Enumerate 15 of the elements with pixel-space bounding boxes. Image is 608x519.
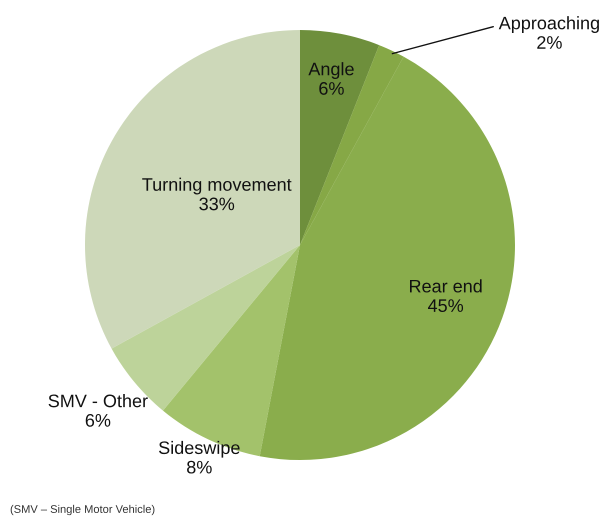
slice-label: SMV - Other bbox=[48, 394, 148, 408]
slice-label: Sideswipe bbox=[158, 440, 240, 458]
pie-slice bbox=[300, 30, 380, 245]
data-label: 6% bbox=[319, 82, 344, 95]
data-label: 8% bbox=[187, 460, 212, 474]
slice-label: Turning movement bbox=[142, 178, 292, 194]
slice-label: Rear end bbox=[410, 279, 482, 293]
text: (SMV – Single Motor Vehicle) bbox=[10, 504, 154, 516]
data-label: 45% bbox=[428, 299, 464, 312]
slice-label: Angle bbox=[308, 62, 354, 79]
data-label: 2% bbox=[537, 36, 562, 49]
pie-slice bbox=[85, 30, 300, 349]
slice-label: Approaching bbox=[498, 16, 599, 33]
data-label: 6% bbox=[86, 414, 110, 427]
data-label: 33% bbox=[199, 198, 234, 210]
